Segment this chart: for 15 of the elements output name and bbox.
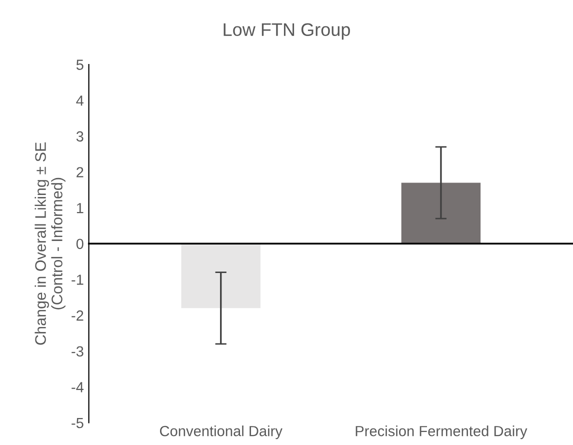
y-tick-label: 0 (76, 238, 84, 250)
y-tick-label: -4 (72, 382, 84, 392)
y-tick-label: 4 (76, 96, 84, 106)
y-tick-label: -2 (72, 310, 84, 321)
y-tick-label: 1 (76, 203, 84, 214)
x-tick-label: Precision Fermented Dairy (356, 426, 528, 440)
chart-title: Low FTN Group (224, 23, 350, 40)
y-tick-label: 5 (76, 60, 84, 70)
y-axis-title: Change in Overall Liking ± SE (Control - Informed) (34, 142, 66, 345)
y-tick-label: -1 (72, 274, 84, 285)
y-tick-label: 2 (76, 167, 84, 178)
x-tick-label: Conventional Dairy (160, 426, 282, 440)
y-tick-label: -3 (72, 346, 84, 357)
y-tick-label: -5 (72, 418, 84, 428)
y-tick-label: 3 (76, 131, 84, 142)
